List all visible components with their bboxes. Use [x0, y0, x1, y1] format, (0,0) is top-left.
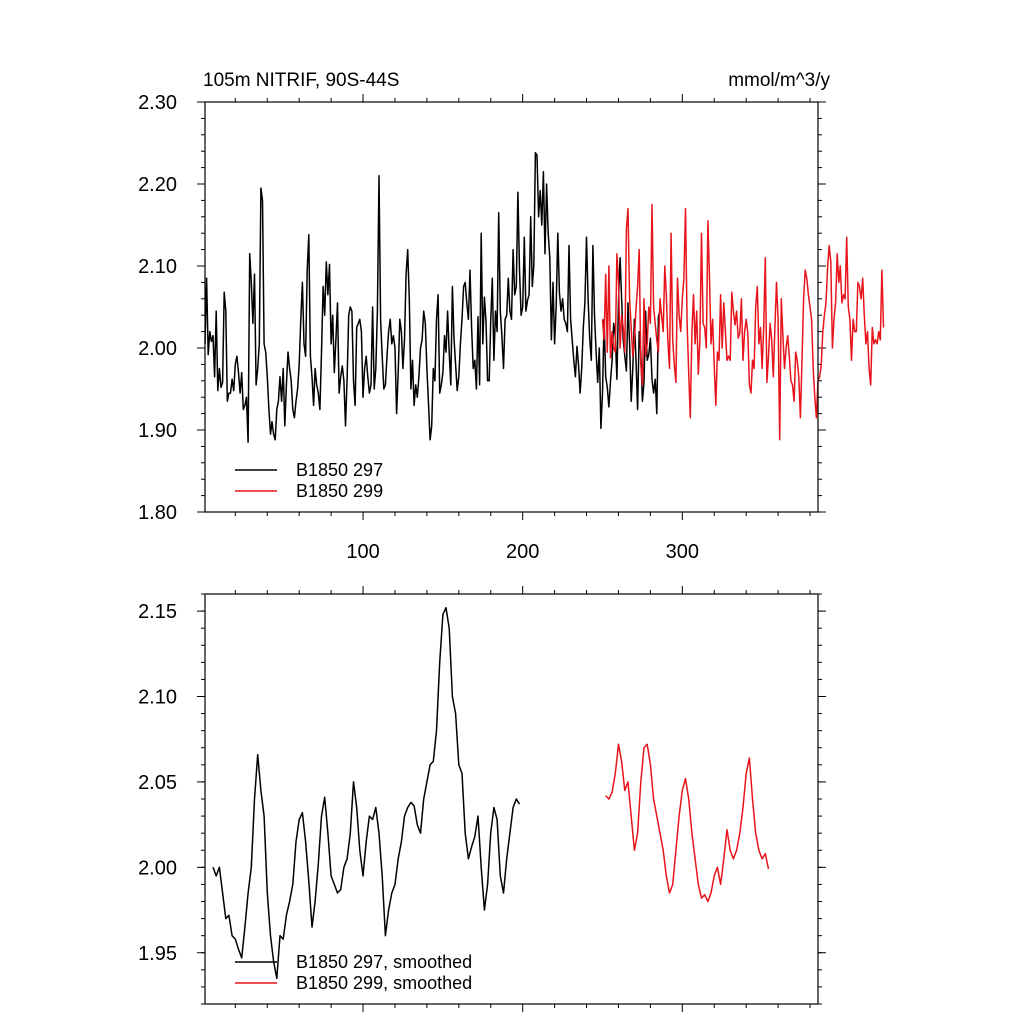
top-x-tick-label: 200 — [506, 541, 539, 563]
top-y-tick-label: 2.00 — [138, 338, 177, 360]
bottom-series-line-2 — [605, 743, 770, 903]
bottom-legend-label-1: B1850 297, smoothed — [296, 952, 472, 972]
bottom-series-line-1 — [212, 606, 521, 980]
top-y-tick-label: 2.20 — [138, 174, 177, 196]
top-legend-label-2: B1850 299 — [296, 481, 383, 501]
top-x-tick-label: 100 — [346, 541, 379, 563]
bottom-y-tick-label: 1.95 — [138, 943, 177, 965]
top-y-tick-label: 2.10 — [138, 256, 177, 278]
top-plot-frame — [204, 101, 819, 513]
bottom-x-axis — [234, 586, 811, 1012]
bottom-panel: 1.95 2.00 2.05 2.10 2.15 B1850 297, smoothed… — [138, 586, 826, 1012]
bottom-plot-area — [212, 606, 770, 980]
top-y-tick-label: 2.30 — [138, 92, 177, 114]
top-y-tick-label: 1.90 — [138, 420, 177, 442]
top-legend-label-1: B1850 297 — [296, 460, 383, 480]
bottom-y-tick-label: 2.00 — [138, 857, 177, 879]
top-y-tick-label: 1.80 — [138, 502, 177, 524]
bottom-plot-frame — [204, 593, 819, 1005]
bottom-y-tick-label: 2.10 — [138, 687, 177, 709]
top-panel-title: 105m NITRIF, 90S-44S — [203, 70, 399, 91]
top-panel: 105m NITRIF, 90S-44S mmol/m^3/y 1.80 1.90… — [138, 70, 885, 563]
bottom-y-tick-label: 2.05 — [138, 772, 177, 794]
top-x-tick-label: 300 — [666, 541, 699, 563]
bottom-y-tick-label: 2.15 — [138, 601, 177, 623]
top-y-axis: 1.80 1.90 2.00 2.10 2.20 2.30 — [138, 92, 826, 524]
bottom-y-axis: 1.95 2.00 2.05 2.10 2.15 — [138, 593, 826, 1005]
bottom-legend-label-2: B1850 299, smoothed — [296, 973, 472, 993]
top-panel-units: mmol/m^3/y — [728, 70, 830, 91]
top-series-line-2 — [601, 203, 885, 441]
top-plot-area — [204, 152, 885, 444]
top-series-line-1 — [204, 152, 661, 444]
top-x-axis: 100 200 300 — [234, 94, 811, 563]
